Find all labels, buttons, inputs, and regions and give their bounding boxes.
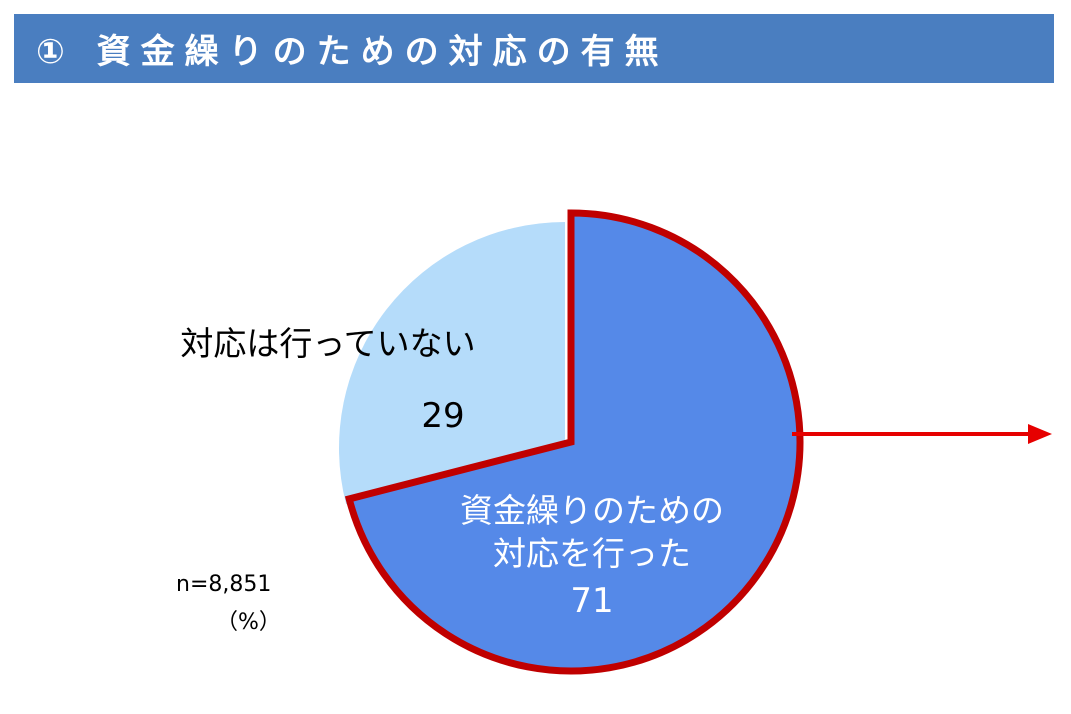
title-bar: ① 資金繰りのための対応の有無 <box>14 14 1054 83</box>
page-title: ① 資金繰りのための対応の有無 <box>36 32 669 72</box>
pie-slice-0 <box>344 209 804 675</box>
pie-group <box>339 209 804 675</box>
sample-size-label: n=8,851 <box>176 572 272 597</box>
unit-label: （%） <box>216 610 281 635</box>
arrow-head <box>1028 424 1052 444</box>
pie-slice-1 <box>339 221 565 505</box>
slice-label-0-line-0: 資金繰りのための <box>460 491 724 530</box>
slice-value-1: 29 <box>421 396 464 436</box>
slice-label-0-line-1: 対応を行った <box>493 534 691 573</box>
slice-value-0: 71 <box>570 581 613 621</box>
slice-label-1-line-0: 対応は行っていない <box>180 324 475 363</box>
highlight-arrow <box>792 424 1052 444</box>
